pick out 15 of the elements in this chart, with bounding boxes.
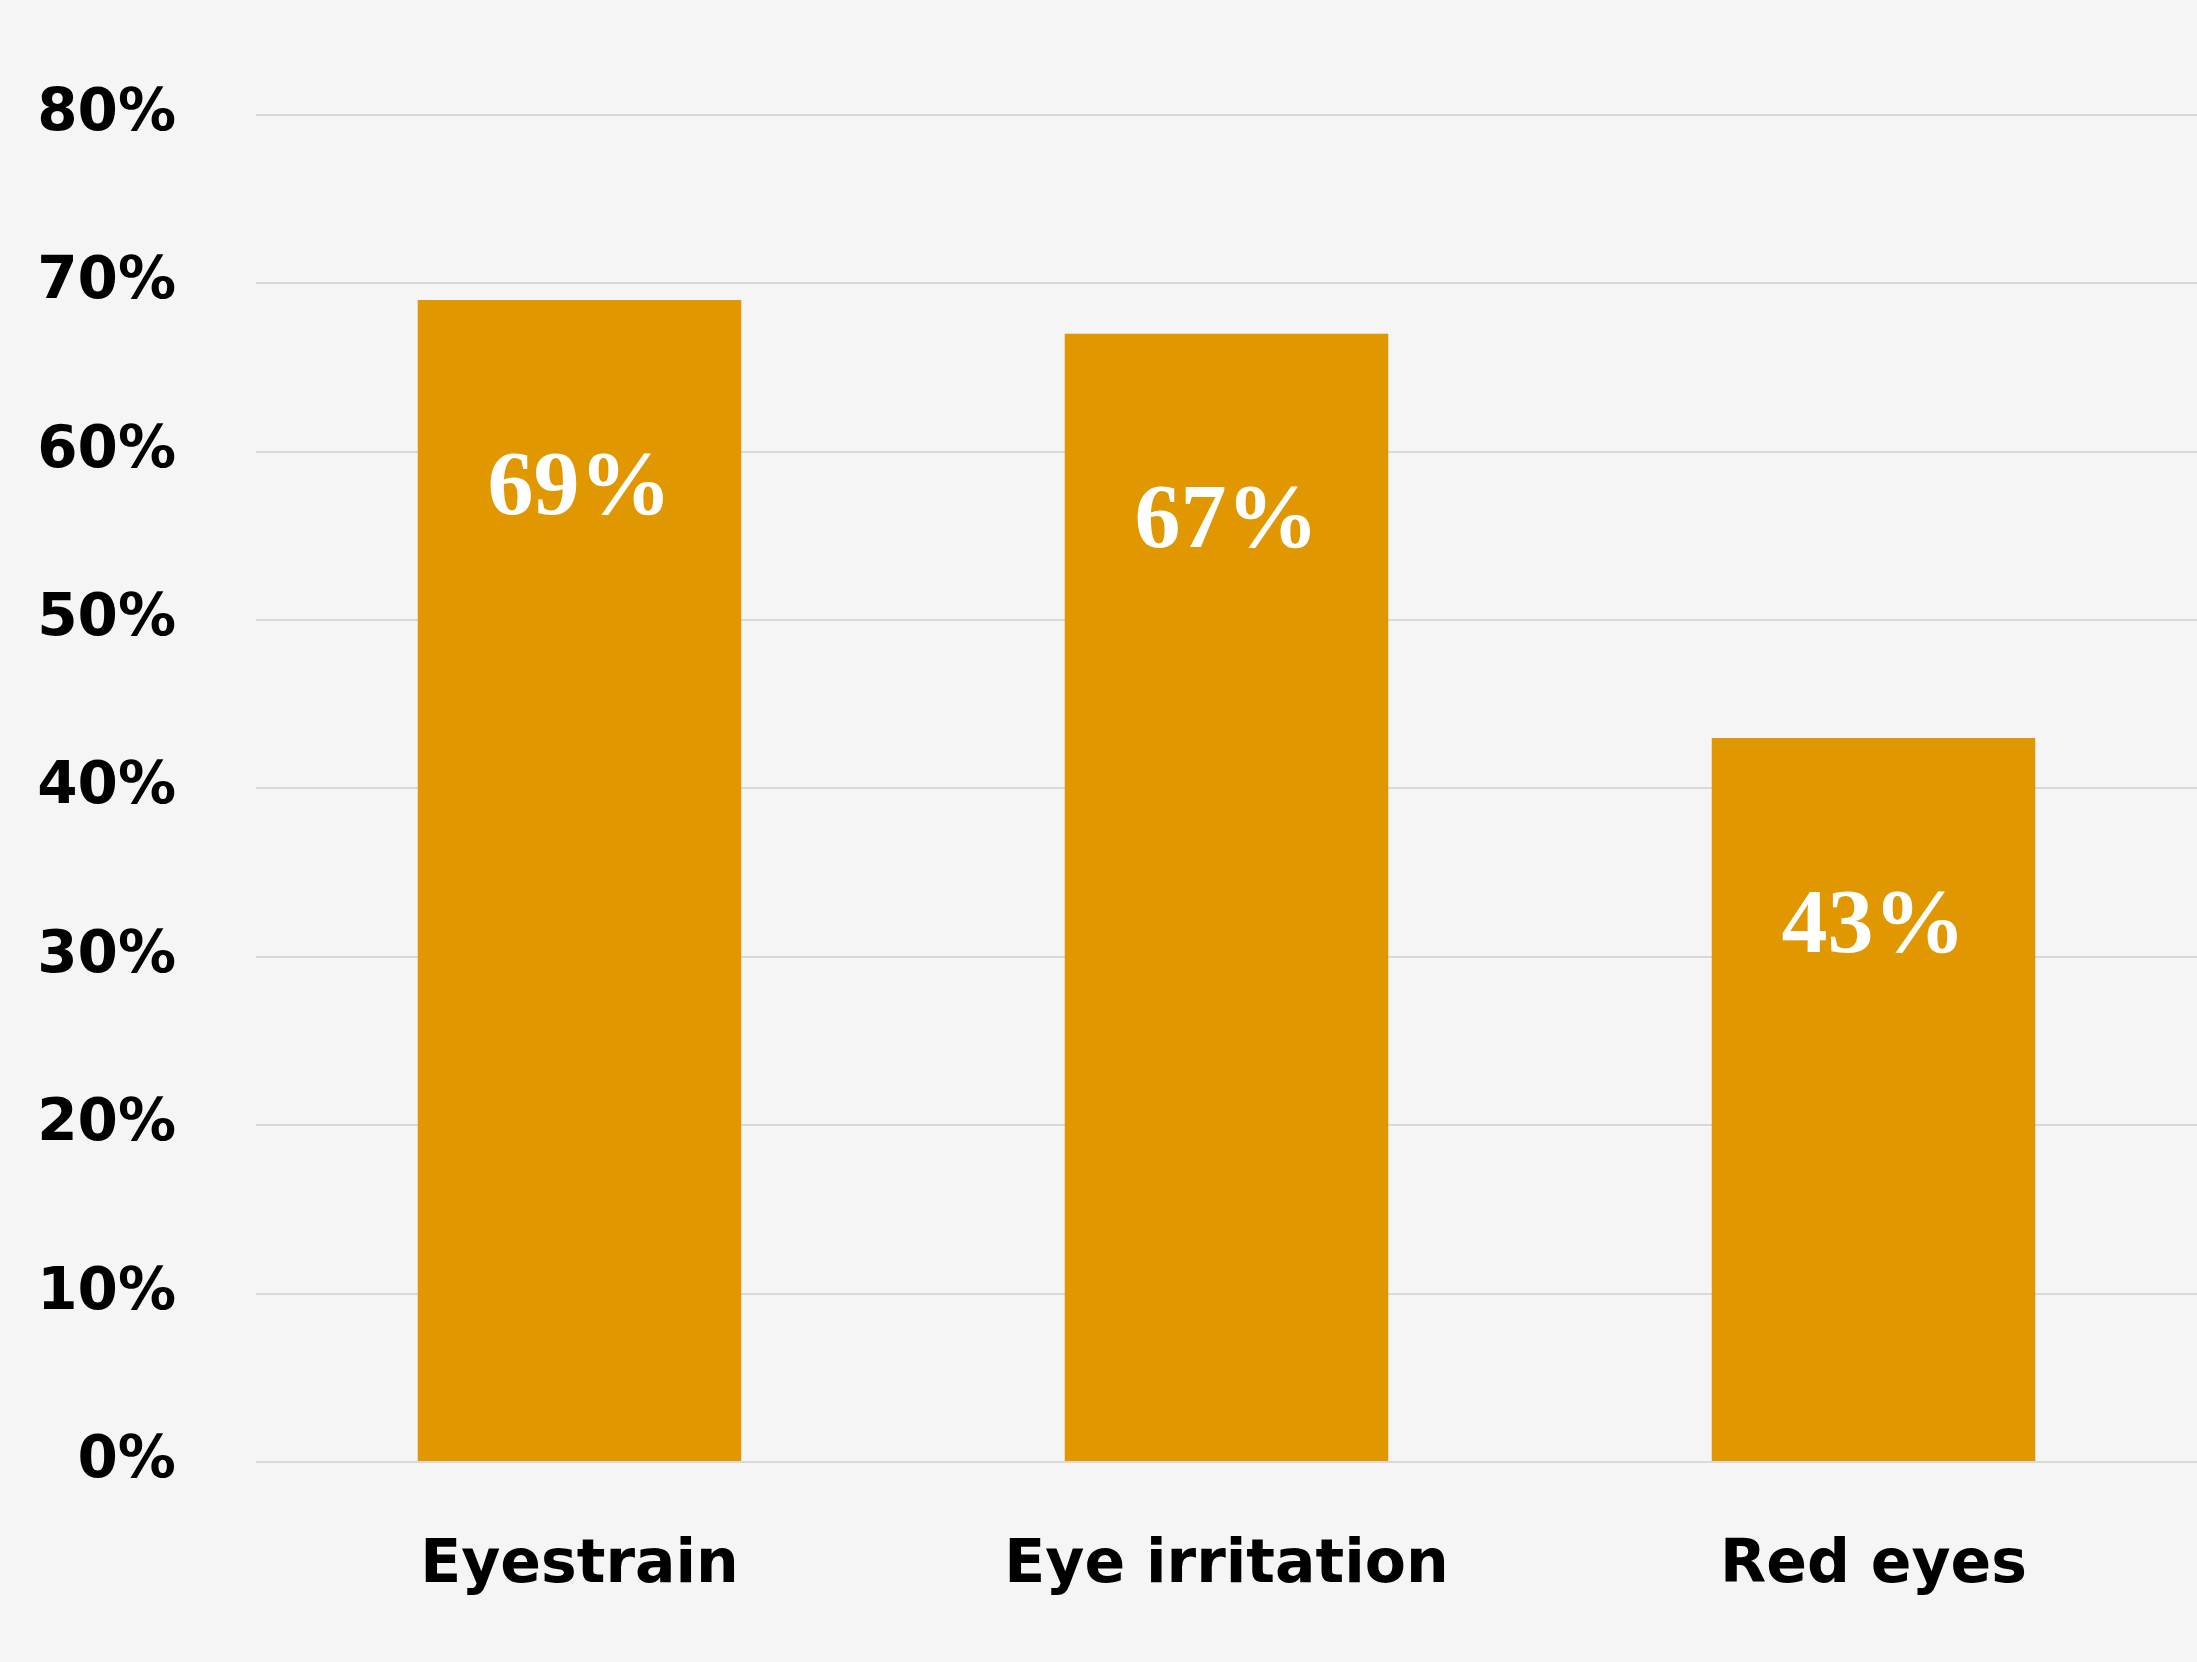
y-tick-label: 60% — [37, 412, 176, 481]
y-tick-label: 50% — [37, 581, 176, 650]
y-tick-label: 80% — [37, 75, 176, 144]
y-tick-label: 10% — [37, 1254, 176, 1323]
data-label: 67% — [1134, 465, 1319, 568]
data-label: 43% — [1781, 869, 1966, 972]
y-tick-label: 0% — [77, 1423, 176, 1492]
x-tick-label: Red eyes — [1720, 1525, 2027, 1596]
y-tick-label: 40% — [37, 749, 176, 818]
y-tick-label: 70% — [37, 244, 176, 313]
y-tick-label: 30% — [37, 917, 176, 986]
y-tick-label: 20% — [37, 1086, 176, 1155]
data-label: 69% — [487, 431, 672, 534]
x-tick-label: Eyestrain — [420, 1525, 739, 1596]
x-tick-label: Eye irritation — [1004, 1525, 1449, 1596]
